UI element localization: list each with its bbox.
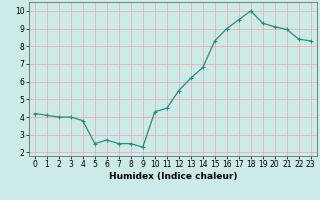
X-axis label: Humidex (Indice chaleur): Humidex (Indice chaleur) (108, 172, 237, 181)
